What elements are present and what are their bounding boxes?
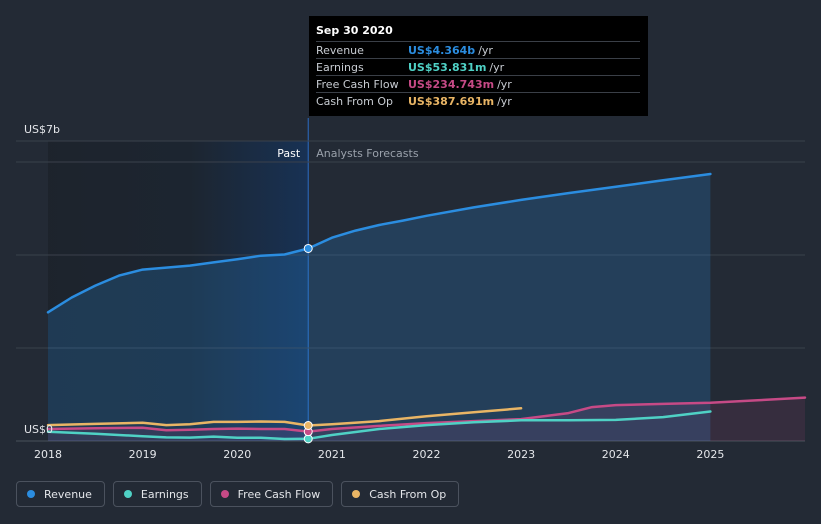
- free-cash-flow-area: [48, 397, 805, 441]
- x-tick-label: 2021: [318, 448, 346, 461]
- x-tick-label: 2019: [129, 448, 157, 461]
- tooltip-label: Revenue: [316, 43, 364, 57]
- revenue-marker: [303, 243, 313, 253]
- tooltip-row-free-cash-flow: Free Cash Flow US$234.743m /yr: [316, 75, 640, 92]
- x-tick-label: 2018: [34, 448, 62, 461]
- y-axis-top-label: US$7b: [24, 123, 60, 136]
- legend-label: Revenue: [44, 487, 92, 501]
- legend-dot-icon: [220, 490, 229, 498]
- legend-dot-icon: [352, 490, 361, 498]
- tooltip-value: US$53.831m: [408, 60, 487, 74]
- x-tick-label: 2022: [413, 448, 441, 461]
- tooltip-value: US$387.691m: [408, 94, 495, 108]
- legend-dot-icon: [123, 490, 132, 498]
- tooltip-value: US$4.364b: [408, 43, 476, 57]
- tooltip-date: Sep 30 2020: [316, 24, 393, 37]
- tooltip-unit: /yr: [478, 43, 493, 57]
- tooltip-label: Cash From Op: [316, 94, 394, 108]
- tooltip-unit: /yr: [497, 77, 512, 91]
- tooltip-unit: /yr: [497, 94, 512, 108]
- legend-label: Free Cash Flow: [237, 487, 321, 501]
- legend: Revenue Earnings Free Cash Flow Cash Fro…: [16, 481, 460, 507]
- tooltip-label: Earnings: [316, 60, 364, 74]
- legend-label: Cash From Op: [369, 487, 447, 501]
- legend-label: Earnings: [140, 487, 189, 501]
- tooltip-row-revenue: Revenue US$4.364b /yr: [316, 41, 640, 58]
- x-tick-label: 2024: [602, 448, 630, 461]
- x-tick-label: 2025: [696, 448, 724, 461]
- legend-item-free-cash-flow[interactable]: Free Cash Flow: [209, 481, 334, 507]
- legend-dot-icon: [27, 490, 35, 498]
- legend-item-earnings[interactable]: Earnings: [112, 481, 202, 507]
- free-cash-flow-line: [46, 396, 807, 433]
- tooltip-row-cash-from-op: Cash From Op US$387.691m /yr: [316, 92, 640, 109]
- tooltip: Sep 30 2020 Revenue US$4.364b /yr Earnin…: [309, 16, 648, 116]
- tooltip-value: US$234.743m: [408, 77, 495, 91]
- tooltip-label: Free Cash Flow: [316, 77, 399, 91]
- forecast-label: Analysts Forecasts: [316, 147, 419, 160]
- tooltip-row-earnings: Earnings US$53.831m /yr: [316, 58, 640, 75]
- x-tick-label: 2020: [223, 448, 251, 461]
- cash-from-op-marker: [303, 421, 313, 431]
- revenue-area: [48, 173, 711, 441]
- legend-item-cash-from-op[interactable]: Cash From Op: [341, 481, 460, 507]
- past-label: Past: [277, 147, 301, 160]
- x-tick-label: 2023: [507, 448, 535, 461]
- y-axis-bottom-label: US$0: [24, 423, 53, 436]
- tooltip-unit: /yr: [489, 60, 505, 74]
- legend-item-revenue[interactable]: Revenue: [16, 481, 105, 507]
- past-region: [48, 141, 309, 441]
- cash-from-op-line: [46, 407, 523, 427]
